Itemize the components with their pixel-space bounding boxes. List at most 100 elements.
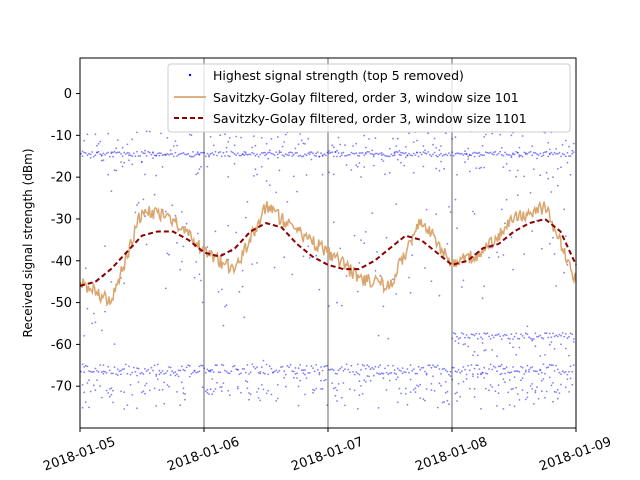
scatter-point (547, 142, 550, 144)
scatter-point (292, 175, 295, 178)
scatter-point (396, 151, 399, 154)
scatter-point (401, 152, 404, 154)
scatter-point (515, 370, 518, 372)
scatter-point (220, 390, 223, 392)
scatter-point (96, 379, 98, 381)
scatter-point (436, 406, 439, 409)
scatter-point (566, 263, 569, 266)
scatter-point (468, 369, 471, 372)
scatter-point (300, 139, 303, 142)
scatter-point (540, 390, 543, 393)
scatter-point (193, 370, 196, 372)
scatter-point (529, 337, 532, 340)
scatter-point (236, 386, 239, 388)
scatter-point (353, 373, 356, 376)
scatter-point (548, 343, 551, 346)
scatter-point (448, 403, 450, 406)
scatter-point (329, 151, 332, 154)
scatter-point (497, 392, 500, 395)
scatter-point (558, 392, 561, 395)
scatter-point (454, 198, 457, 201)
scatter-point (411, 254, 414, 257)
scatter-point (473, 387, 476, 390)
scatter-point (284, 373, 287, 376)
scatter-point (224, 133, 226, 136)
scatter-point (488, 368, 490, 370)
scatter-point (369, 152, 372, 155)
scatter-point (556, 368, 559, 371)
scatter-point (201, 386, 204, 389)
scatter-point (86, 154, 89, 157)
scatter-point (84, 401, 87, 403)
scatter-point (118, 151, 121, 154)
scatter-point (560, 155, 562, 158)
scatter-point (198, 154, 201, 156)
scatter-point (440, 152, 442, 155)
scatter-point (552, 400, 554, 403)
scatter-point (254, 168, 257, 171)
scatter-point (355, 152, 358, 155)
scatter-point (508, 154, 511, 156)
scatter-point (342, 382, 345, 384)
scatter-point (120, 153, 122, 155)
scatter-point (465, 334, 468, 336)
scatter-point (556, 397, 559, 400)
scatter-point (227, 140, 230, 143)
scatter-point (112, 389, 114, 392)
scatter-point (227, 154, 230, 157)
scatter-point (174, 371, 177, 373)
scatter-point (372, 374, 375, 377)
scatter-point (392, 137, 394, 140)
scatter-point (513, 405, 516, 408)
scatter-point (481, 371, 484, 374)
scatter-point (424, 399, 426, 402)
scatter-point (302, 255, 305, 258)
scatter-point (353, 389, 356, 392)
scatter-point (372, 155, 375, 158)
scatter-point (531, 339, 534, 342)
scatter-point (518, 346, 521, 349)
scatter-point (430, 280, 433, 283)
scatter-point (515, 332, 518, 335)
scatter-point (248, 392, 250, 394)
scatter-point (144, 367, 146, 370)
scatter-point (462, 380, 465, 383)
scatter-point (292, 370, 295, 373)
scatter-point (497, 152, 500, 155)
scatter-point (473, 213, 476, 215)
scatter-point (438, 368, 441, 370)
scatter-point (312, 152, 314, 155)
scatter-point (385, 236, 388, 239)
scatter-point (435, 366, 438, 369)
scatter-point (454, 340, 457, 342)
scatter-point (152, 152, 154, 154)
scatter-point (489, 384, 492, 386)
scatter-point (468, 170, 471, 173)
scatter-point (200, 165, 202, 168)
scatter-point (489, 363, 492, 366)
scatter-point (155, 155, 158, 157)
scatter-point (113, 169, 116, 172)
scatter-point (424, 370, 426, 373)
scatter-point (377, 366, 380, 368)
scatter-point (112, 401, 114, 404)
scatter-point (537, 397, 540, 400)
scatter-point (256, 366, 258, 368)
scatter-point (507, 371, 510, 374)
scatter-point (320, 152, 322, 155)
scatter-point (168, 385, 170, 388)
scatter-point (524, 371, 527, 373)
scatter-point (542, 337, 545, 340)
scatter-point (321, 154, 324, 157)
scatter-point (568, 335, 570, 338)
scatter-point (225, 304, 228, 306)
scatter-point (345, 164, 348, 166)
scatter-point (297, 385, 300, 388)
scatter-point (366, 364, 369, 367)
scatter-point (496, 370, 498, 373)
scatter-point (137, 381, 140, 383)
x-tick-label: 2018-01-05 (41, 435, 117, 475)
scatter-point (139, 372, 142, 375)
scatter-point (472, 375, 474, 378)
scatter-point (344, 368, 346, 371)
